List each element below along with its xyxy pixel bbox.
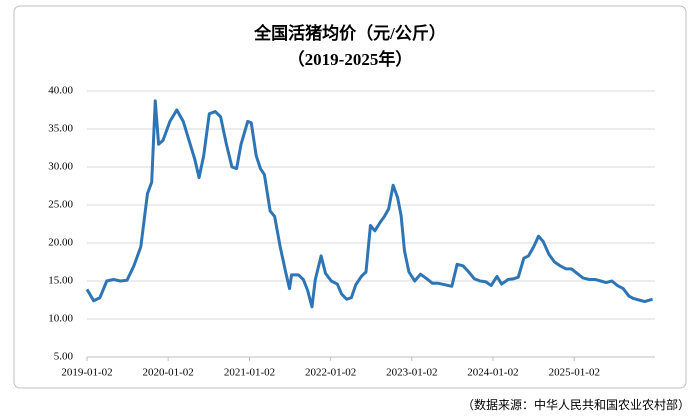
y-tick-label: 25.00 [48,199,73,211]
y-tick-label: 20.00 [48,237,73,249]
y-tick-label: 30.00 [48,161,73,173]
y-tick-label: 5.00 [54,351,74,363]
price-line [85,99,653,309]
chart-subtitle: （2019-2025年） [288,49,413,69]
x-tick-label: 2022-01-02 [305,367,356,379]
x-tick-label: 2024-01-02 [467,367,518,379]
y-tick-label: 10.00 [48,313,73,325]
chart-title: 全国活猪均价（元/公斤） [253,23,446,43]
y-tick-label: 15.00 [48,275,73,287]
y-tick-label: 35.00 [48,123,73,135]
source-note: （数据来源：中华人民共和国农业农村部） [462,397,690,412]
x-tick-label: 2019-01-02 [61,367,112,379]
x-tick-label: 2020-01-02 [142,367,193,379]
chart-border [13,5,687,389]
x-tick-label: 2021-01-02 [224,367,275,379]
x-tick-label: 2025-01-02 [549,367,600,379]
x-tick-label: 2023-01-02 [386,367,437,379]
y-tick-label: 40.00 [48,85,73,97]
